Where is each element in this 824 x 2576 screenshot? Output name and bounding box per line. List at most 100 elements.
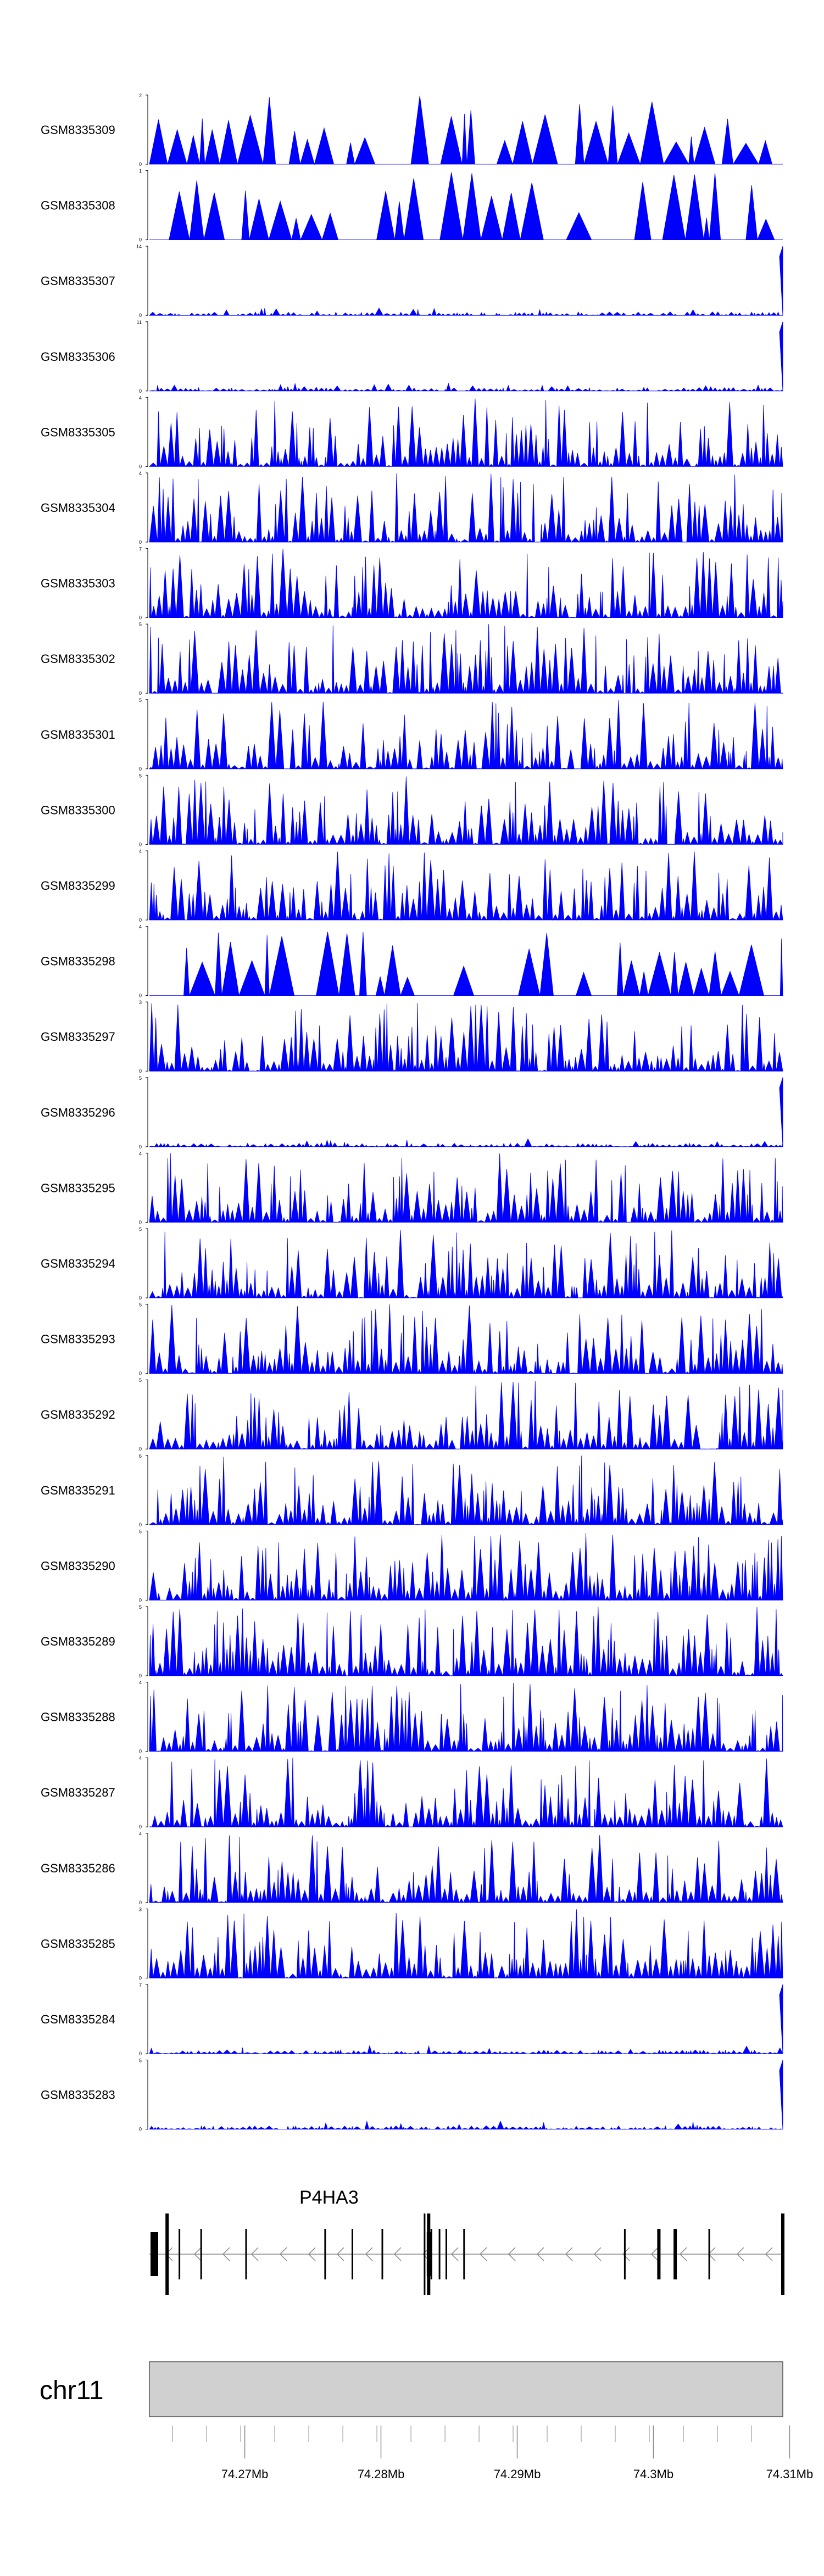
coverage-area bbox=[149, 398, 783, 467]
coverage-area bbox=[149, 700, 783, 770]
exon bbox=[708, 2229, 710, 2279]
y-max-label: 4 bbox=[139, 1755, 142, 1761]
y-max-label: 5 bbox=[139, 2058, 142, 2064]
track: GSM8335293 5 0 bbox=[41, 1302, 783, 1376]
strand-arrow bbox=[536, 2247, 544, 2261]
y-min-label: 0 bbox=[139, 993, 142, 999]
y-max-label: 14 bbox=[136, 244, 142, 249]
y-max-label: 3 bbox=[139, 1000, 142, 1005]
axis-tick-label: 74.31Mb bbox=[766, 2467, 814, 2481]
chromosome-band bbox=[149, 2361, 783, 2417]
track: GSM8335300 5 0 bbox=[41, 773, 783, 847]
exon bbox=[151, 2232, 158, 2276]
track-label: GSM8335287 bbox=[41, 1786, 115, 1799]
exon bbox=[673, 2229, 677, 2279]
track: GSM8335299 4 0 bbox=[41, 849, 783, 923]
y-min-label: 0 bbox=[139, 539, 142, 545]
y-min-label: 0 bbox=[139, 313, 142, 318]
track-label: GSM8335309 bbox=[41, 123, 115, 137]
coverage-area bbox=[149, 1381, 783, 1450]
strand-arrow bbox=[508, 2247, 516, 2261]
y-max-label: 4 bbox=[139, 471, 142, 476]
y-min-label: 0 bbox=[139, 690, 142, 696]
coverage-area bbox=[149, 1153, 783, 1223]
coverage-area bbox=[149, 321, 783, 392]
y-min-label: 0 bbox=[139, 1749, 142, 1754]
coverage-area bbox=[149, 1229, 783, 1299]
strand-arrow bbox=[650, 2247, 659, 2261]
y-min-label: 0 bbox=[139, 388, 142, 394]
track-label: GSM8335284 bbox=[41, 2012, 115, 2026]
y-min-label: 0 bbox=[139, 1900, 142, 1905]
exon bbox=[438, 2229, 441, 2279]
exon bbox=[245, 2229, 247, 2279]
y-max-label: 2 bbox=[139, 93, 142, 98]
y-max-label: 6 bbox=[139, 1453, 142, 1459]
strand-arrow bbox=[765, 2247, 773, 2261]
y-min-label: 0 bbox=[139, 1144, 142, 1150]
track: GSM8335294 5 0 bbox=[41, 1226, 783, 1301]
strand-arrow bbox=[679, 2247, 687, 2261]
track-label: GSM8335285 bbox=[41, 1937, 115, 1950]
coverage-area bbox=[149, 1607, 783, 1677]
exon bbox=[623, 2229, 626, 2279]
track-label: GSM8335302 bbox=[41, 652, 115, 666]
strand-arrow bbox=[622, 2247, 630, 2261]
track-label: GSM8335304 bbox=[41, 501, 115, 515]
strand-arrow bbox=[450, 2247, 459, 2261]
axis-tick-label: 74.28Mb bbox=[358, 2467, 405, 2481]
track-label: GSM8335308 bbox=[41, 199, 115, 213]
track: GSM8335304 4 0 bbox=[41, 471, 783, 545]
exon bbox=[165, 2213, 169, 2295]
track: GSM8335292 5 0 bbox=[41, 1378, 783, 1452]
y-max-label: 7 bbox=[139, 1982, 142, 1988]
y-max-label: 5 bbox=[139, 773, 142, 778]
track-label: GSM8335295 bbox=[41, 1181, 115, 1195]
coverage-area bbox=[149, 1003, 783, 1072]
y-max-label: 5 bbox=[139, 1075, 142, 1081]
y-min-label: 0 bbox=[139, 1975, 142, 1981]
y-max-label: 4 bbox=[139, 924, 142, 930]
strand-arrow bbox=[250, 2247, 259, 2261]
track-label: GSM8335306 bbox=[41, 350, 115, 364]
track: GSM8335283 5 0 bbox=[41, 2058, 783, 2132]
y-max-label: 4 bbox=[139, 1680, 142, 1686]
y-min-label: 0 bbox=[139, 1673, 142, 1679]
y-max-label: 5 bbox=[139, 1226, 142, 1232]
exon bbox=[426, 2232, 431, 2276]
coverage-area bbox=[149, 172, 783, 241]
track-label: GSM8335301 bbox=[41, 728, 115, 741]
track: GSM8335296 5 0 bbox=[41, 1075, 783, 1150]
track: GSM8335287 4 0 bbox=[41, 1755, 783, 1830]
coverage-area bbox=[149, 932, 783, 997]
y-max-label: 5 bbox=[139, 1302, 142, 1308]
track: GSM8335306 11 0 bbox=[41, 320, 783, 394]
track-label: GSM8335300 bbox=[41, 803, 115, 817]
exon bbox=[446, 2229, 447, 2279]
chromosome-label: chr11 bbox=[40, 2376, 104, 2405]
y-max-label: 3 bbox=[139, 1906, 142, 1912]
strand-arrow bbox=[565, 2247, 573, 2261]
strand-arrow bbox=[393, 2247, 402, 2261]
track-label: GSM8335291 bbox=[41, 1484, 115, 1497]
y-min-label: 0 bbox=[139, 1295, 142, 1301]
strand-arrow bbox=[365, 2247, 373, 2261]
y-max-label: 4 bbox=[139, 849, 142, 854]
track: GSM8335301 5 0 bbox=[41, 698, 783, 772]
y-max-label: 4 bbox=[139, 1151, 142, 1156]
gene-model: P4HA3 bbox=[149, 2187, 784, 2295]
exon bbox=[381, 2229, 383, 2279]
track-label: GSM8335294 bbox=[41, 1257, 115, 1270]
y-max-label: 5 bbox=[139, 698, 142, 703]
y-min-label: 0 bbox=[139, 2051, 142, 2056]
y-max-label: 4 bbox=[139, 1831, 142, 1837]
track: GSM8335286 4 0 bbox=[41, 1831, 783, 1905]
track: GSM8335288 4 0 bbox=[41, 1680, 783, 1754]
axis-tick-label: 74.29Mb bbox=[494, 2467, 541, 2481]
coverage-area bbox=[149, 624, 784, 694]
track-label: GSM8335297 bbox=[41, 1030, 115, 1044]
track: GSM8335309 2 0 bbox=[41, 93, 783, 167]
track-label: GSM8335286 bbox=[41, 1861, 115, 1875]
y-min-label: 0 bbox=[139, 615, 142, 621]
coverage-area bbox=[149, 1304, 783, 1375]
